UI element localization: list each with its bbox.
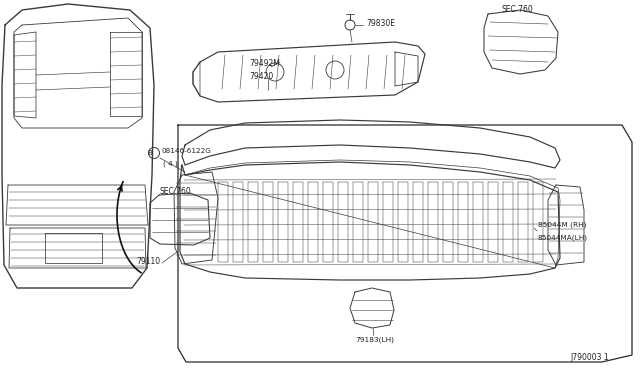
Text: J790003 1: J790003 1 xyxy=(570,353,609,362)
Text: SEC.760: SEC.760 xyxy=(502,4,534,13)
Text: 79830E: 79830E xyxy=(366,19,395,28)
Text: SEC.760: SEC.760 xyxy=(159,186,191,196)
Text: 79110: 79110 xyxy=(136,257,160,266)
Text: B: B xyxy=(148,150,152,156)
Text: 79420: 79420 xyxy=(249,71,273,80)
Text: 79183(LH): 79183(LH) xyxy=(355,337,394,343)
Text: ( 4 ): ( 4 ) xyxy=(163,161,178,167)
Text: 08146-6122G: 08146-6122G xyxy=(161,148,211,154)
Text: 85044M (RH): 85044M (RH) xyxy=(538,222,586,228)
Text: 85044MA(LH): 85044MA(LH) xyxy=(538,235,588,241)
Text: 79492M: 79492M xyxy=(249,58,280,67)
